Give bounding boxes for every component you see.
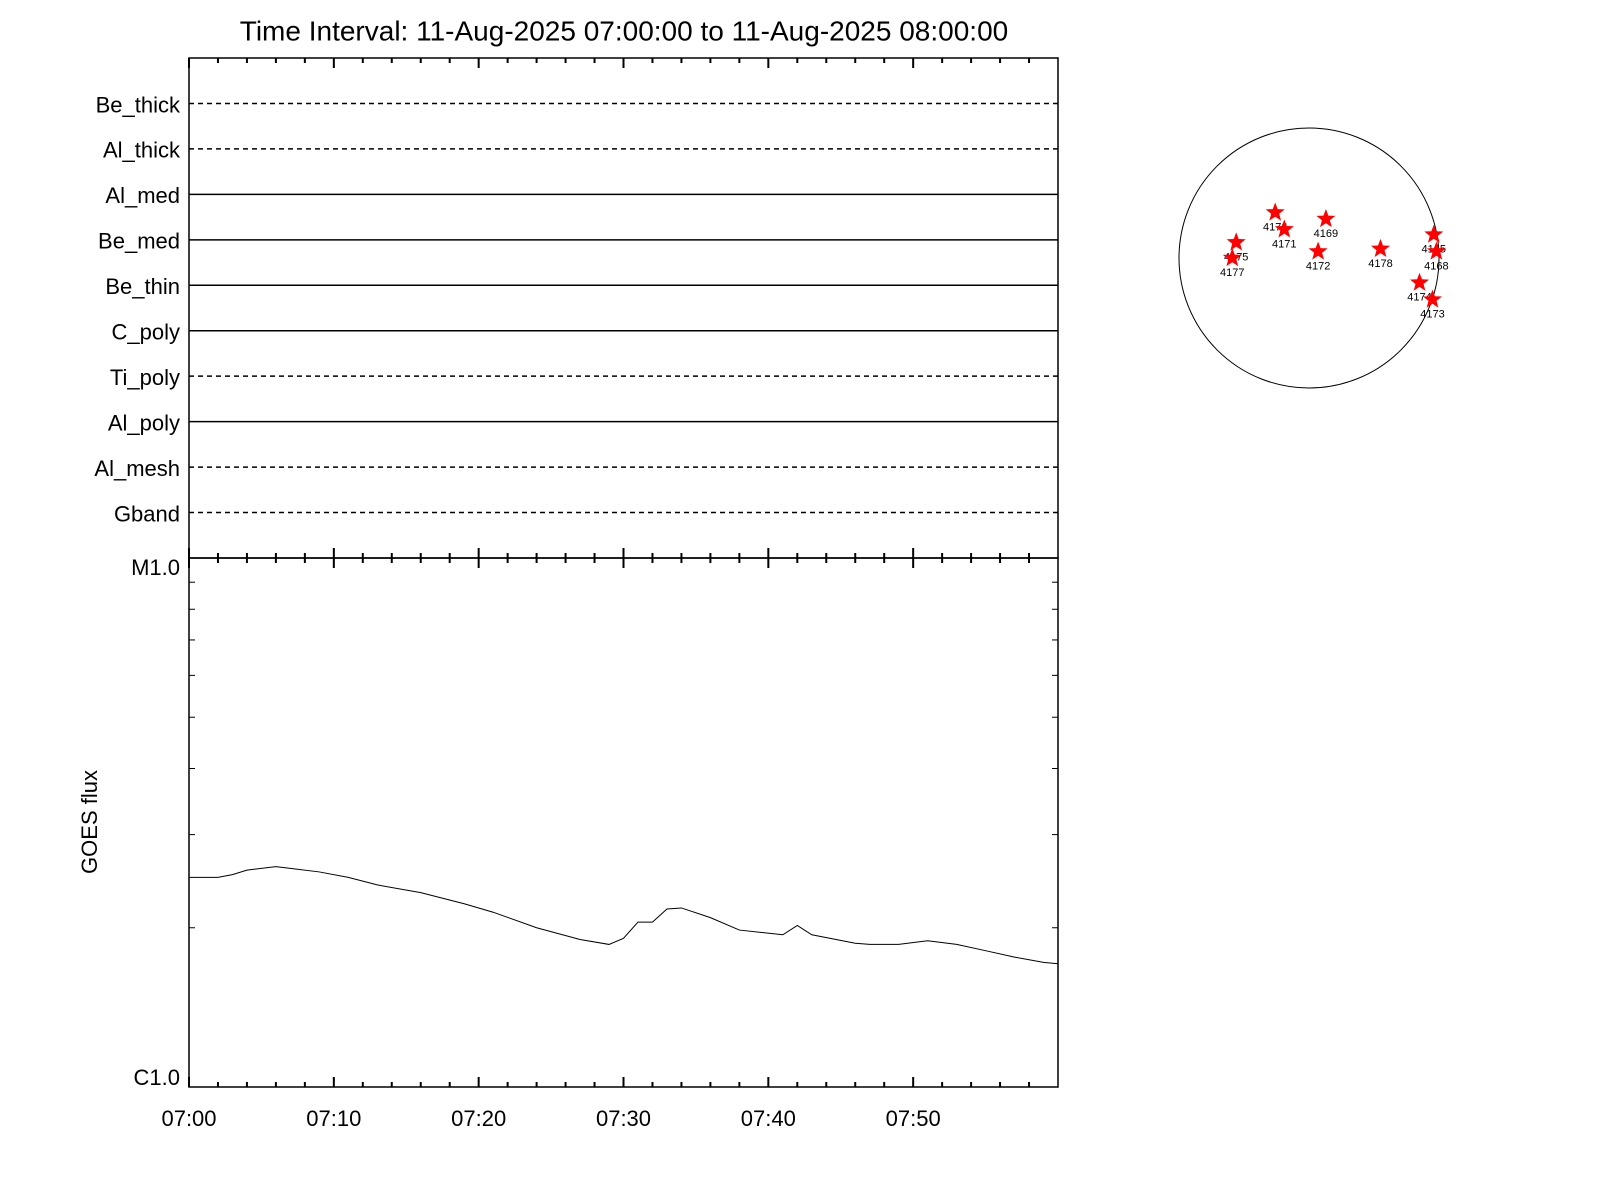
active-region: [1274, 219, 1294, 238]
region-label: 4177: [1220, 267, 1244, 279]
x-tick-label: 07:50: [886, 1106, 941, 1131]
active-region: [1222, 248, 1242, 267]
active-region: [1426, 241, 1446, 260]
filter-label: Gband: [114, 501, 180, 526]
solar-disk: [1178, 127, 1440, 389]
filter-label: Be_thin: [105, 274, 180, 299]
filter-label: Al_thick: [103, 138, 181, 163]
active-region: [1308, 241, 1328, 260]
filter-panel-frame: [188, 57, 1059, 559]
x-tick-label: 07:20: [451, 1106, 506, 1131]
y-axis-label: GOES flux: [77, 770, 102, 874]
region-label: 4174: [1407, 292, 1431, 304]
filter-label: Al_mesh: [94, 456, 180, 481]
x-tick-label: 07:00: [161, 1106, 216, 1131]
region-label: 4173: [1420, 309, 1444, 321]
active-region: [1265, 202, 1285, 221]
active-region: [1424, 224, 1444, 243]
filter-label: Al_med: [105, 183, 180, 208]
active-region: [1409, 272, 1430, 291]
filter-label: Be_thick: [96, 92, 181, 117]
flux-line: [189, 866, 1059, 965]
active-region: [1316, 209, 1336, 228]
flux-panel-frame: [188, 557, 1059, 1088]
y-tick-label: C1.0: [134, 1065, 180, 1090]
region-label: 4169: [1314, 228, 1338, 240]
x-tick-label: 07:10: [306, 1106, 361, 1131]
active-region: [1226, 232, 1246, 251]
region-label: 4171: [1272, 238, 1296, 250]
region-label: 4168: [1424, 260, 1448, 272]
x-tick-label: 07:40: [741, 1106, 796, 1131]
active-region: [1370, 238, 1391, 257]
x-tick-label: 07:30: [596, 1106, 651, 1131]
filter-label: Al_poly: [108, 410, 180, 435]
chart-title: Time Interval: 11-Aug-2025 07:00:00 to 1…: [240, 15, 1008, 46]
filter-label: C_poly: [112, 320, 180, 345]
region-label: 4178: [1368, 258, 1392, 270]
filter-label: Be_med: [98, 229, 180, 254]
region-label: 4172: [1306, 260, 1330, 272]
filter-label: Ti_poly: [110, 365, 180, 390]
y-tick-label: M1.0: [131, 555, 180, 580]
active-region: [1422, 289, 1443, 308]
